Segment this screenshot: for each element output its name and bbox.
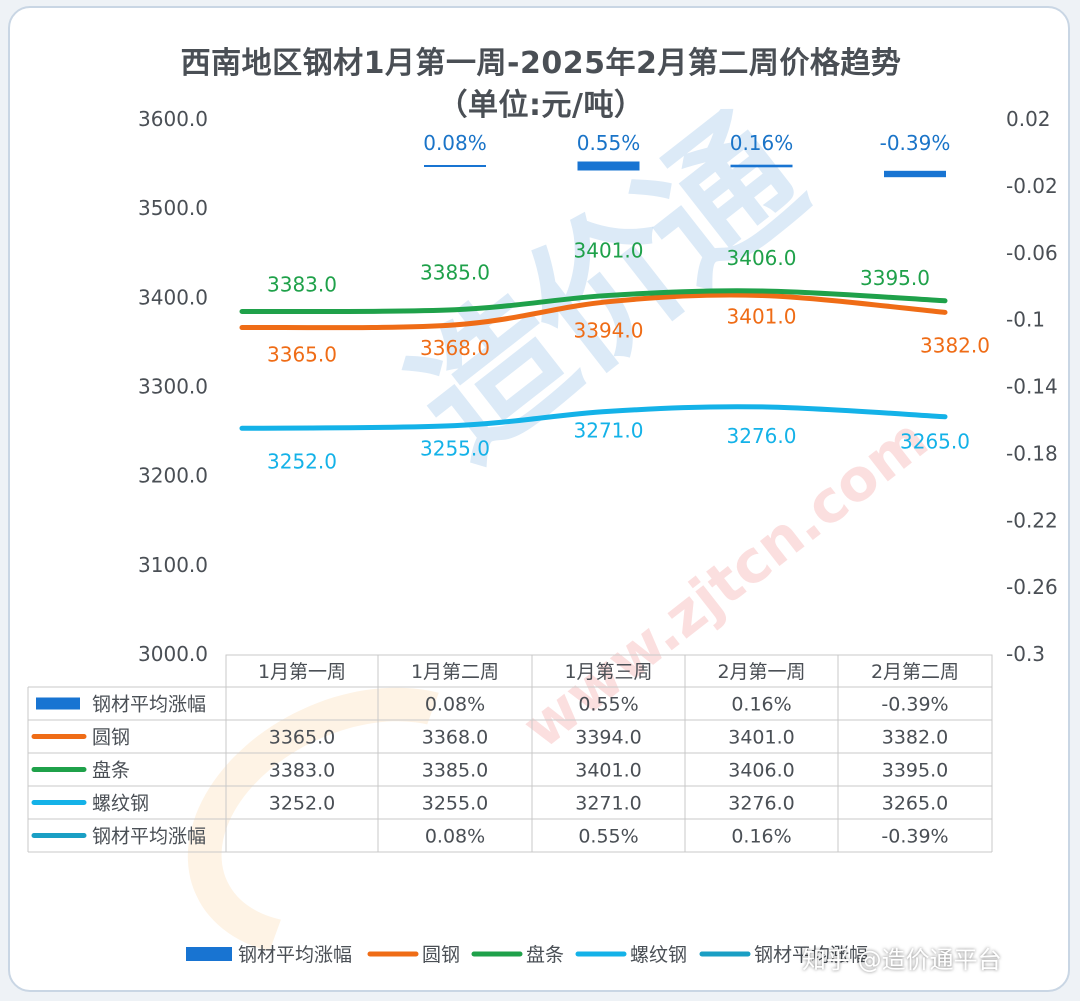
table-cell: 3382.0 (882, 727, 948, 749)
legend-label: 钢材平均涨幅 (754, 944, 868, 966)
y-left-tick-label: 3500.0 (138, 196, 208, 220)
table-cell: -0.39% (881, 694, 948, 716)
data-label: 3368.0 (420, 336, 490, 360)
table-cell: 3265.0 (882, 793, 948, 815)
table-row-name: 钢材平均涨幅 (92, 826, 206, 848)
data-label: 3406.0 (727, 246, 797, 270)
data-label: 3401.0 (727, 304, 797, 328)
table-row-name: 盘条 (92, 760, 130, 782)
legend-label: 螺纹钢 (630, 944, 687, 966)
table-cell: 3368.0 (422, 727, 488, 749)
legend-label: 圆钢 (422, 944, 460, 966)
chart-subtitle: （单位:元/吨） (437, 88, 645, 123)
table-cell: 0.55% (578, 694, 638, 716)
table-cell: 3385.0 (422, 760, 488, 782)
y-left-tick-label: 3100.0 (138, 553, 208, 577)
data-label: 3385.0 (420, 261, 490, 285)
table-cell: 3395.0 (882, 760, 948, 782)
chart-title: 西南地区钢材1月第一周-2025年2月第二周价格趋势 (180, 46, 902, 81)
bar-data-label: -0.39% (880, 131, 951, 155)
table-cell: 3252.0 (269, 793, 335, 815)
table-header-category: 2月第一周 (717, 661, 805, 683)
y-right-tick-label: 0.02 (1006, 107, 1051, 131)
y-right-tick-label: -0.1 (1006, 308, 1045, 332)
table-cell: 3394.0 (575, 727, 641, 749)
series-line-螺纹钢 (239, 404, 948, 431)
series-line-盘条 (239, 288, 948, 315)
series-line-圆钢 (239, 292, 948, 331)
bar-avg-change (424, 165, 486, 167)
y-right-tick-label: -0.26 (1006, 575, 1058, 599)
bar-avg-change (730, 164, 793, 168)
legend-label: 盘条 (526, 944, 564, 966)
data-label: 3365.0 (267, 343, 337, 367)
table-cell: 0.16% (731, 826, 791, 848)
bar-data-label: 0.16% (730, 131, 794, 155)
data-label: 3271.0 (574, 418, 644, 442)
chart-canvas: 3000.0 3100.0 3200.0 3300.0 3400.0 3500.0 3600… (27, 107, 1058, 966)
table-header-category: 1月第三周 (564, 661, 652, 683)
y-right-tick-label: -0.22 (1006, 508, 1058, 532)
table-header-category: 2月第二周 (871, 661, 959, 683)
table-cell: 0.16% (731, 694, 791, 716)
bar-avg-change (577, 161, 640, 171)
y-right-tick-label: -0.18 (1006, 441, 1058, 465)
data-label: 3401.0 (574, 238, 644, 262)
table-row-name: 螺纹钢 (92, 793, 149, 815)
data-label: 3252.0 (267, 449, 337, 473)
y-right-tick-label: -0.06 (1006, 241, 1058, 265)
y-left-tick-label: 3000.0 (138, 642, 208, 666)
y-left-tick-label: 3400.0 (138, 285, 208, 309)
table-cell: 3383.0 (269, 760, 335, 782)
table-row-name: 圆钢 (92, 727, 130, 749)
table-header-category: 1月第一周 (258, 661, 346, 683)
table-cell: 3365.0 (269, 727, 335, 749)
bar-avg-change (884, 170, 946, 178)
table-cell: 3401.0 (728, 727, 794, 749)
footer-credit: 知乎 @造价通平台 (802, 946, 1002, 974)
table-cell: 3276.0 (728, 793, 794, 815)
data-label: 3395.0 (860, 266, 930, 290)
y-left-tick-label: 3200.0 (138, 464, 208, 488)
legend-key (186, 947, 232, 961)
legend-label: 钢材平均涨幅 (238, 944, 352, 966)
table-header-category: 1月第二周 (411, 661, 499, 683)
data-label: 3255.0 (420, 437, 490, 461)
y-left-tick-label: 3300.0 (138, 375, 208, 399)
data-label: 3276.0 (727, 424, 797, 448)
bar-data-label: 0.08% (423, 131, 487, 155)
data-label: 3383.0 (267, 272, 337, 296)
table-cell: -0.39% (881, 826, 948, 848)
table-cell: 0.08% (425, 826, 485, 848)
data-label: 3394.0 (574, 319, 644, 343)
y-right-tick-label: -0.02 (1006, 174, 1058, 198)
y-right-tick-label: -0.14 (1006, 375, 1058, 399)
table-legend-key (36, 697, 80, 710)
table-cell: 3406.0 (728, 760, 794, 782)
table-cell: 0.08% (425, 694, 485, 716)
bar-data-label: 0.55% (577, 131, 641, 155)
data-label: 3382.0 (920, 333, 990, 357)
y-right-tick-label: -0.3 (1006, 642, 1045, 666)
y-left-tick-label: 3600.0 (138, 107, 208, 131)
chart-frame: 西南地区钢材1月第一周-2025年2月第二周价格趋势 （单位:元/吨） 造价通 … (8, 6, 1070, 992)
table-cell: 3271.0 (575, 793, 641, 815)
table-row-name: 钢材平均涨幅 (92, 694, 206, 716)
table-cell: 3255.0 (422, 793, 488, 815)
table-cell: 3401.0 (575, 760, 641, 782)
table-cell: 0.55% (578, 826, 638, 848)
data-label: 3265.0 (900, 430, 970, 454)
